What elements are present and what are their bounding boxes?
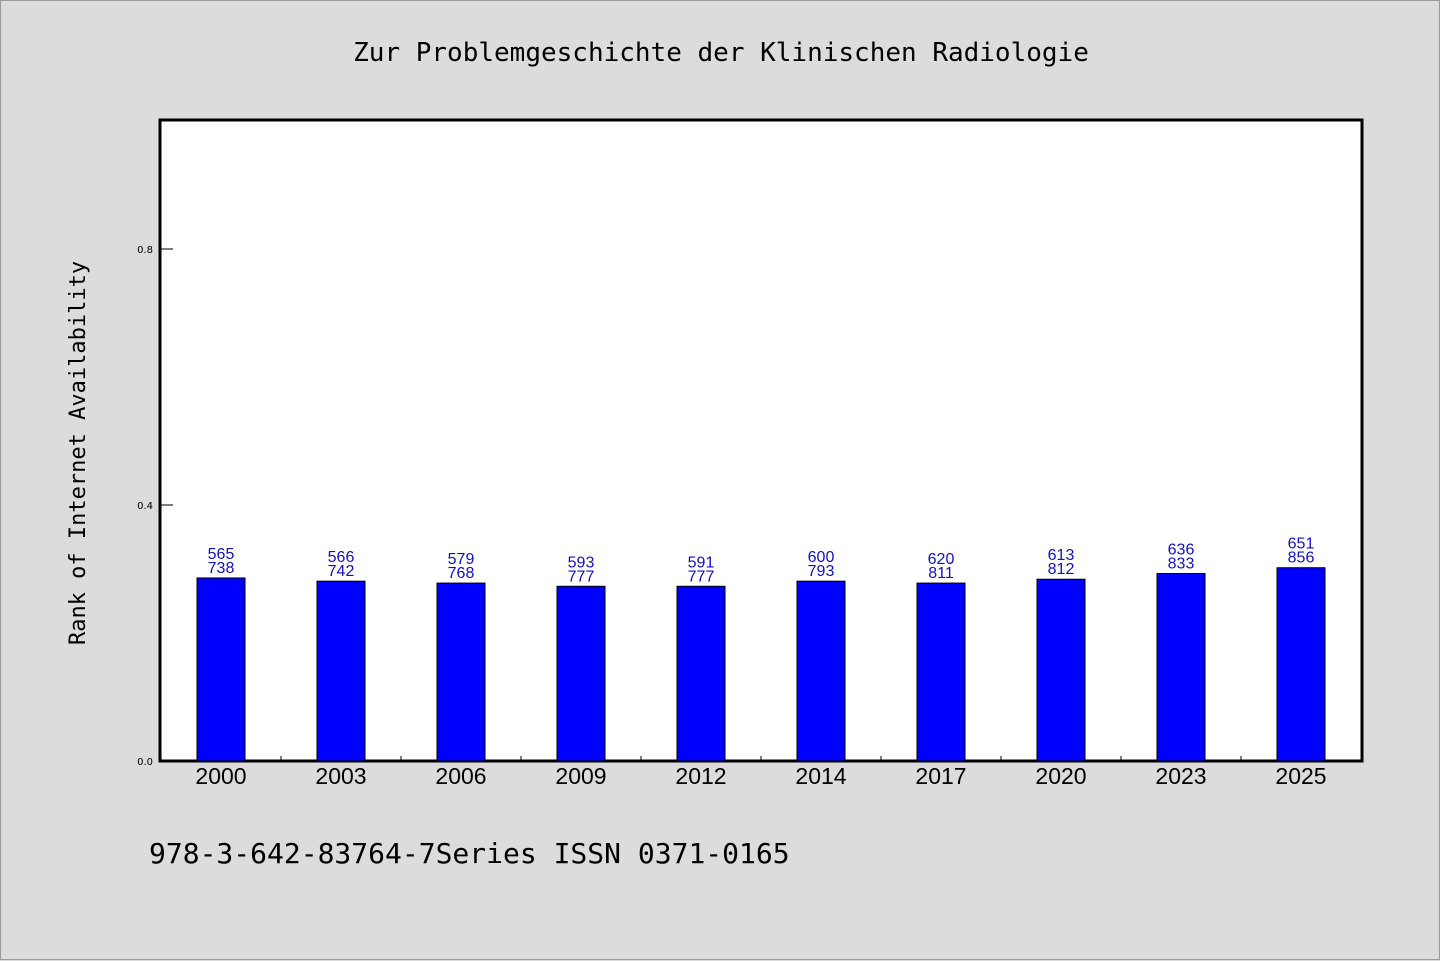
bar-2012	[676, 585, 726, 762]
bar-label-top: 620	[928, 551, 955, 568]
bar-label-top: 565	[208, 546, 235, 563]
bar-label-bottom: 812	[1048, 561, 1075, 578]
y-axis-ticks: 0.0 0.4 0.8	[137, 245, 173, 768]
x-tick-label: 2017	[915, 763, 966, 789]
x-tick-label: 2006	[435, 763, 486, 789]
bar-label-top: 651	[1288, 536, 1315, 553]
footer-isbn-issn: 978-3-642-83764-7Series ISSN 0371-0165	[149, 837, 790, 870]
y-tick-label: 0.4	[137, 501, 153, 512]
x-tick-label: 2023	[1155, 763, 1206, 789]
bar-2006	[436, 582, 486, 762]
y-axis-label: Rank of Internet Availability	[66, 261, 91, 645]
x-axis-ticks: 2000 2003 2006 2009 2012 2014 2017 2020 2023 2025	[195, 756, 1327, 789]
bar-2014	[796, 580, 846, 762]
bar-2000	[196, 577, 246, 762]
bar-label-top: 593	[568, 554, 595, 571]
bar-2020	[1036, 578, 1086, 762]
x-tick-label: 2025	[1275, 763, 1326, 789]
bar-label-top: 591	[688, 554, 715, 571]
bar-label-bottom: 777	[568, 568, 595, 585]
bar-label-top: 579	[448, 551, 475, 568]
bar-label-top: 600	[808, 549, 835, 566]
bar-label-bottom: 742	[328, 563, 355, 580]
bars	[196, 567, 1326, 762]
bar-label-top: 636	[1168, 541, 1195, 558]
bar-2009	[556, 585, 606, 762]
bar-value-labels: 5657385667425797685937775917776007936208…	[208, 536, 1315, 586]
bar-label-bottom: 793	[808, 563, 835, 580]
y-tick-label: 0.8	[137, 245, 153, 256]
bar-label-bottom: 768	[448, 565, 475, 582]
x-tick-label: 2009	[555, 763, 606, 789]
x-tick-label: 2012	[675, 763, 726, 789]
bar-2025	[1276, 567, 1326, 762]
bar-label-bottom: 856	[1288, 550, 1315, 567]
bar-2023	[1156, 572, 1206, 762]
bar-2017	[916, 582, 966, 762]
x-tick-label: 2014	[795, 763, 846, 789]
bar-2003	[316, 580, 366, 762]
x-tick-label: 2020	[1035, 763, 1086, 789]
bar-label-bottom: 738	[208, 560, 235, 577]
x-tick-label: 2000	[195, 763, 246, 789]
bar-label-bottom: 811	[928, 565, 954, 582]
y-tick-label: 0.0	[137, 757, 153, 768]
bar-label-bottom: 833	[1168, 555, 1195, 572]
bar-label-top: 613	[1048, 547, 1075, 564]
x-tick-label: 2003	[315, 763, 366, 789]
bar-label-top: 566	[328, 549, 355, 566]
bar-label-bottom: 777	[688, 568, 715, 585]
chart-title: Zur Problemgeschichte der Klinischen Rad…	[353, 38, 1089, 68]
